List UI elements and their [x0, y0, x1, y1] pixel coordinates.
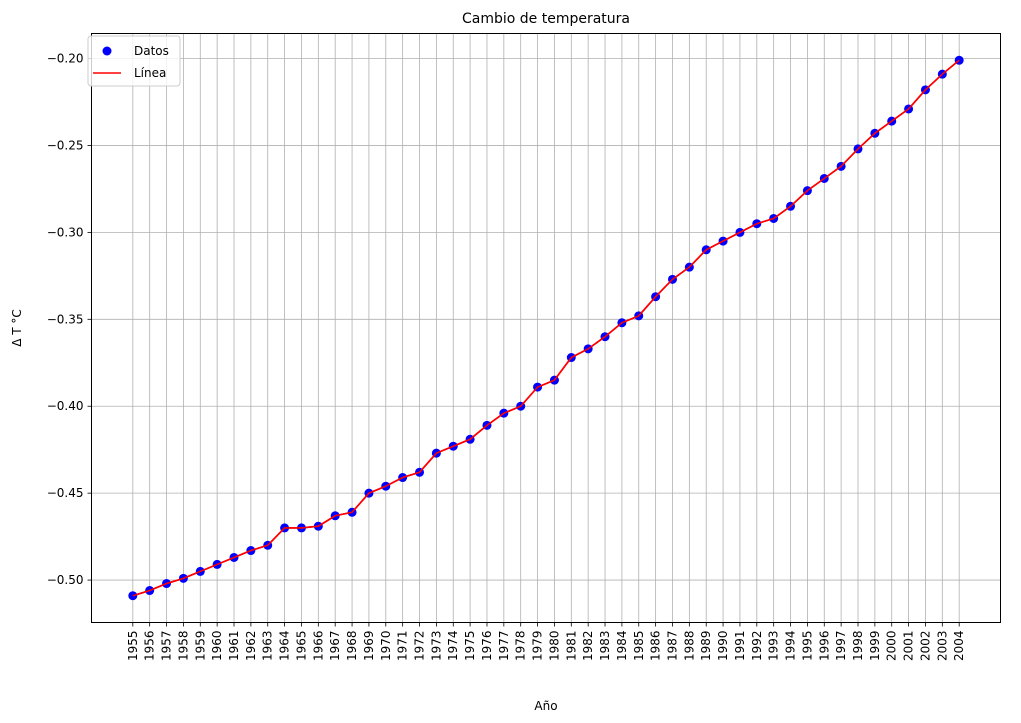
x-tick-label: 1987 [665, 631, 679, 662]
x-tick-label: 1965 [294, 631, 308, 662]
grid-lines [91, 33, 1001, 623]
legend-marker-datos [102, 46, 112, 56]
x-tick-label: 1991 [733, 631, 747, 662]
x-tick-label: 1979 [531, 631, 545, 662]
chart-title: Cambio de temperatura [462, 11, 630, 27]
x-axis-label: Año [534, 699, 557, 713]
y-tick-label: −0.25 [47, 138, 84, 152]
x-tick-label: 1975 [463, 631, 477, 662]
x-tick-label: 1986 [649, 631, 663, 662]
series-points-layer [128, 55, 964, 601]
x-tick-label: 2000 [885, 631, 899, 662]
x-tick-label: 1995 [800, 631, 814, 662]
legend-label-linea: Línea [134, 66, 166, 80]
x-tick-label: 1971 [396, 631, 410, 662]
data-point [128, 591, 138, 601]
x-tick-label: 1966 [311, 631, 325, 662]
x-tick-label: 1997 [834, 631, 848, 662]
x-tick-label: 1955 [126, 631, 140, 662]
x-tick-label: 1974 [446, 631, 460, 662]
x-tick-label: 1970 [379, 631, 393, 662]
x-tick-label: 1984 [615, 631, 629, 662]
y-tick-label: −0.30 [47, 225, 84, 239]
x-tick-label: 1999 [868, 631, 882, 662]
y-tick-label: −0.35 [47, 312, 84, 326]
x-tick-label: 1973 [429, 631, 443, 662]
series-line-linea-overlay [132, 59, 960, 597]
x-tick-label: 1972 [413, 631, 427, 662]
legend-label-datos: Datos [134, 44, 169, 58]
x-tick-label: 2003 [935, 631, 949, 662]
x-tick-label: 1980 [547, 631, 561, 662]
y-axis-ticks: −0.50 −0.45 −0.40 −0.35 −0.30 −0.25 −0.20 [47, 52, 92, 587]
legend: Datos Línea [87, 35, 181, 87]
y-tick-label: −0.45 [47, 486, 84, 500]
x-tick-label: 1978 [514, 631, 528, 662]
x-tick-label: 2002 [918, 631, 932, 662]
x-tick-label: 1985 [632, 631, 646, 662]
x-tick-label: 1977 [497, 631, 511, 662]
x-tick-label: 1957 [160, 631, 174, 662]
x-tick-label: 1963 [261, 631, 275, 662]
x-tick-label: 1998 [851, 631, 865, 662]
y-tick-label: −0.50 [47, 573, 84, 587]
x-tick-label: 1956 [143, 631, 157, 662]
x-tick-label: 1988 [682, 631, 696, 662]
x-tick-label: 1983 [598, 631, 612, 662]
x-tick-label: 1964 [278, 631, 292, 662]
x-tick-label: 1982 [581, 631, 595, 662]
x-tick-label: 1967 [328, 631, 342, 662]
x-tick-label: 2001 [902, 631, 916, 662]
x-tick-label: 1996 [817, 631, 831, 662]
x-tick-label: 1981 [564, 631, 578, 662]
y-tick-label: −0.20 [47, 52, 84, 66]
x-tick-label: 1993 [767, 631, 781, 662]
x-tick-label: 1961 [227, 631, 241, 662]
x-axis-ticks: 1955 1956 1957 1958 1959 1960 1961 1962 1963 1964… [126, 622, 966, 662]
x-tick-label: 1960 [210, 631, 224, 662]
x-tick-label: 1992 [750, 631, 764, 662]
x-tick-label: 1959 [193, 631, 207, 662]
x-tick-label: 1990 [716, 631, 730, 662]
x-tick-label: 2004 [952, 631, 966, 662]
x-tick-label: 1989 [699, 631, 713, 662]
x-tick-label: 1968 [345, 631, 359, 662]
y-tick-label: −0.40 [47, 399, 84, 413]
plot-frame [91, 33, 1001, 623]
x-tick-label: 1976 [480, 631, 494, 662]
x-tick-label: 1969 [362, 631, 376, 662]
x-tick-label: 1958 [176, 631, 190, 662]
x-tick-label: 1962 [244, 631, 258, 662]
y-axis-label: Δ T °C [10, 309, 24, 347]
x-tick-label: 1994 [784, 631, 798, 662]
